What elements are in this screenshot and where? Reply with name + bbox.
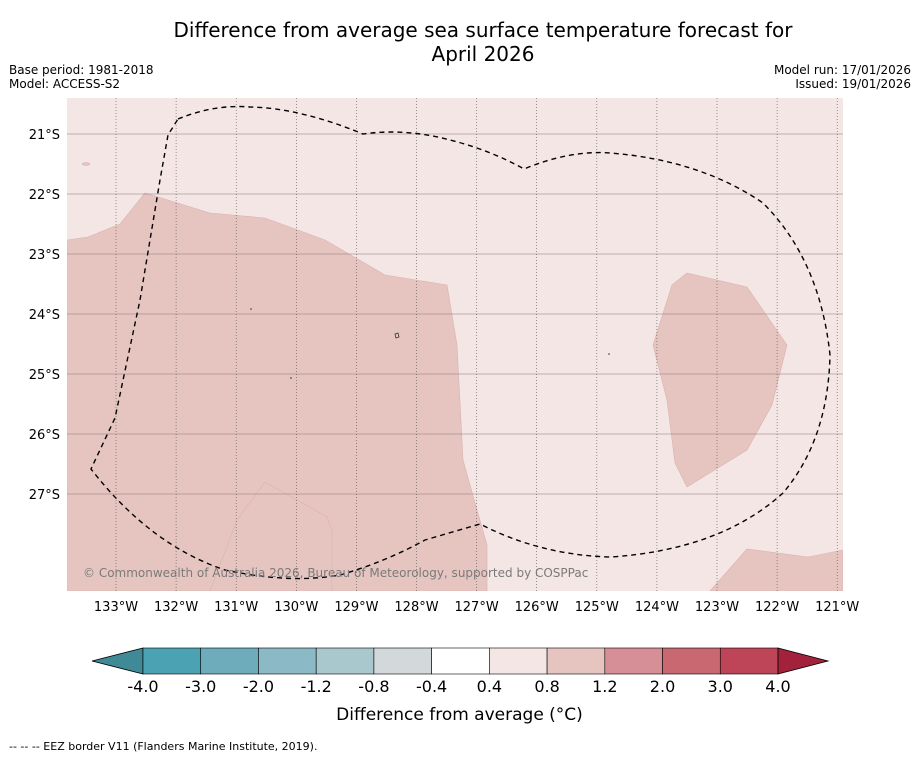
colorbar bbox=[91, 647, 830, 675]
base-period: Base period: 1981-2018 bbox=[9, 63, 154, 77]
colorbar-segment bbox=[200, 647, 259, 675]
warm-anomaly-region-east bbox=[652, 272, 788, 488]
island-dot bbox=[608, 353, 610, 355]
lat-tick-label: 27°S bbox=[29, 488, 60, 503]
lon-tick-label: 124°W bbox=[635, 600, 679, 615]
footer-note: -- -- -- EEZ border V11 (Flanders Marine… bbox=[9, 740, 318, 753]
colorbar-tick-label: 0.8 bbox=[534, 677, 560, 696]
colorbar-tick-label: -2.0 bbox=[242, 677, 275, 696]
lat-tick-label: 26°S bbox=[29, 428, 60, 443]
lat-tick-label: 23°S bbox=[29, 248, 60, 263]
lat-tick-label: 25°S bbox=[29, 368, 60, 383]
lon-tick-label: 126°W bbox=[515, 600, 559, 615]
colorbar-extend-low bbox=[91, 647, 144, 675]
lon-tick-label: 129°W bbox=[334, 600, 378, 615]
colorbar-segment bbox=[431, 647, 490, 675]
warm-anomaly-region-west bbox=[67, 192, 488, 591]
issued-date: Issued: 19/01/2026 bbox=[795, 77, 911, 91]
colorbar-title: Difference from average (°C) bbox=[336, 705, 583, 725]
small-warm-patch bbox=[81, 162, 91, 166]
lat-tick-label: 24°S bbox=[29, 308, 60, 323]
lon-tick-label: 121°W bbox=[815, 600, 859, 615]
colorbar-tick-label: -0.4 bbox=[416, 677, 448, 696]
colorbar-segment bbox=[546, 647, 606, 675]
title-line-1: Difference from average sea surface temp… bbox=[173, 18, 793, 42]
colorbar-segment bbox=[315, 647, 375, 675]
title-line-2: April 2026 bbox=[431, 42, 535, 66]
colorbar-tick-label: 1.2 bbox=[592, 677, 618, 696]
colorbar-segment bbox=[373, 647, 432, 675]
colorbar-segment bbox=[662, 647, 721, 675]
colorbar-tick-label: -3.0 bbox=[185, 677, 217, 696]
colorbar-tick-label: -4.0 bbox=[127, 677, 159, 696]
colorbar-segment bbox=[142, 647, 202, 675]
lat-tick-label: 22°S bbox=[29, 188, 60, 203]
colorbar-tick-label: 3.0 bbox=[707, 677, 733, 696]
colorbar-tick-label: -0.8 bbox=[358, 677, 390, 696]
warm-anomaly-region-southeast bbox=[709, 548, 843, 591]
grid-lines bbox=[67, 98, 843, 591]
meta-right: Model run: 17/01/2026 Issued: 19/01/2026 bbox=[774, 63, 911, 91]
colorbar-extend-high bbox=[777, 647, 830, 675]
eez-border bbox=[90, 105, 831, 580]
island-dot bbox=[290, 377, 292, 379]
colorbar-segment bbox=[604, 647, 663, 675]
lon-tick-label: 128°W bbox=[394, 600, 438, 615]
lon-tick-label: 123°W bbox=[695, 600, 739, 615]
colorbar-segment bbox=[258, 647, 317, 675]
colorbar-segment bbox=[719, 647, 779, 675]
lat-tick-label: 21°S bbox=[29, 128, 60, 143]
island-marker bbox=[394, 332, 400, 339]
colorbar-tick-label: 0.4 bbox=[476, 677, 503, 696]
meta-left: Base period: 1981-2018 Model: ACCESS-S2 bbox=[9, 63, 154, 91]
chart-title: Difference from average sea surface temp… bbox=[0, 18, 919, 66]
colorbar-tick-label: 4.0 bbox=[765, 677, 791, 696]
colorbar-tick-label: -1.2 bbox=[300, 677, 332, 696]
colorbar-tick-label: 2.0 bbox=[649, 677, 676, 696]
lon-tick-label: 132°W bbox=[154, 600, 198, 615]
colorbar-segment bbox=[489, 647, 548, 675]
island-dot bbox=[250, 308, 252, 310]
lon-tick-label: 133°W bbox=[94, 600, 138, 615]
copyright-notice: © Commonwealth of Australia 2026, Bureau… bbox=[83, 566, 588, 580]
lon-tick-label: 127°W bbox=[455, 600, 499, 615]
lon-tick-label: 122°W bbox=[755, 600, 799, 615]
model-name: Model: ACCESS-S2 bbox=[9, 77, 121, 91]
lon-tick-label: 125°W bbox=[575, 600, 619, 615]
lon-tick-label: 131°W bbox=[214, 600, 258, 615]
lon-tick-label: 130°W bbox=[274, 600, 318, 615]
model-run: Model run: 17/01/2026 bbox=[773, 63, 911, 77]
